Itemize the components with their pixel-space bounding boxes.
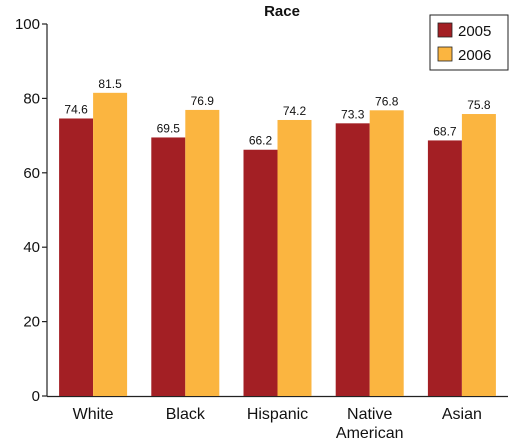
bar-2005 (151, 137, 186, 396)
y-tick-label: 20 (23, 314, 40, 331)
legend-label: 2005 (458, 23, 491, 40)
bar-2005 (243, 149, 278, 396)
x-axis-labels: White Black Hispanic Native American Asian (73, 406, 482, 442)
bar-2006 (369, 110, 404, 396)
data-label: 66.2 (249, 134, 273, 148)
bar-2005 (427, 140, 462, 396)
y-tick-label: 60 (23, 165, 40, 182)
data-label: 81.5 (98, 77, 122, 91)
data-label: 74.2 (283, 104, 307, 118)
bar-2006 (461, 114, 496, 397)
bar-2005 (335, 123, 370, 396)
legend-swatch (437, 22, 453, 38)
x-tick-label: American (336, 425, 404, 442)
data-label: 76.9 (191, 94, 215, 108)
data-label: 74.6 (64, 102, 88, 116)
bar-2006 (185, 109, 220, 396)
y-tick-label: 40 (23, 239, 40, 256)
bar-2006 (93, 92, 128, 396)
legend: 2005 2006 (429, 14, 509, 71)
x-tick-label: Native (347, 406, 392, 423)
data-label: 75.8 (467, 98, 491, 112)
data-label: 69.5 (157, 121, 181, 135)
data-label: 76.8 (375, 94, 399, 108)
bars: 74.6 81.5 69.5 76.9 66.2 74.2 73.3 76.8 68.7 75.8 (59, 77, 496, 397)
x-tick-label: Asian (442, 406, 482, 423)
x-tick-label: Black (166, 406, 206, 423)
x-tick-label: White (73, 406, 114, 423)
y-tick-label: 0 (32, 388, 40, 405)
legend-swatch (437, 46, 453, 62)
x-tick-label: Hispanic (247, 406, 308, 423)
legend-label: 2006 (458, 47, 491, 64)
data-label: 68.7 (433, 124, 457, 138)
y-tick-label: 80 (23, 90, 40, 107)
chart-title: Race (264, 3, 300, 20)
data-label: 73.3 (341, 107, 365, 121)
bar-2006 (277, 119, 312, 396)
y-axis: 0 20 40 60 80 100 (15, 16, 508, 405)
bar-2005 (59, 118, 94, 396)
y-tick-label: 100 (15, 16, 40, 33)
